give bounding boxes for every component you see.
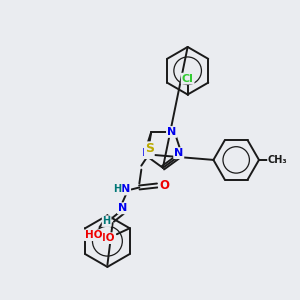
Text: S: S: [145, 142, 154, 155]
Text: H: H: [103, 216, 111, 226]
Text: N: N: [142, 148, 152, 158]
Text: Cl: Cl: [182, 74, 194, 84]
Text: N: N: [118, 203, 127, 213]
Text: N: N: [174, 148, 183, 158]
Text: N: N: [121, 184, 130, 194]
Text: HO: HO: [85, 230, 102, 240]
Text: H: H: [113, 184, 122, 194]
Text: O: O: [159, 179, 169, 192]
Text: HO: HO: [97, 233, 115, 243]
Text: N: N: [167, 127, 176, 137]
Text: CH₃: CH₃: [268, 155, 288, 165]
